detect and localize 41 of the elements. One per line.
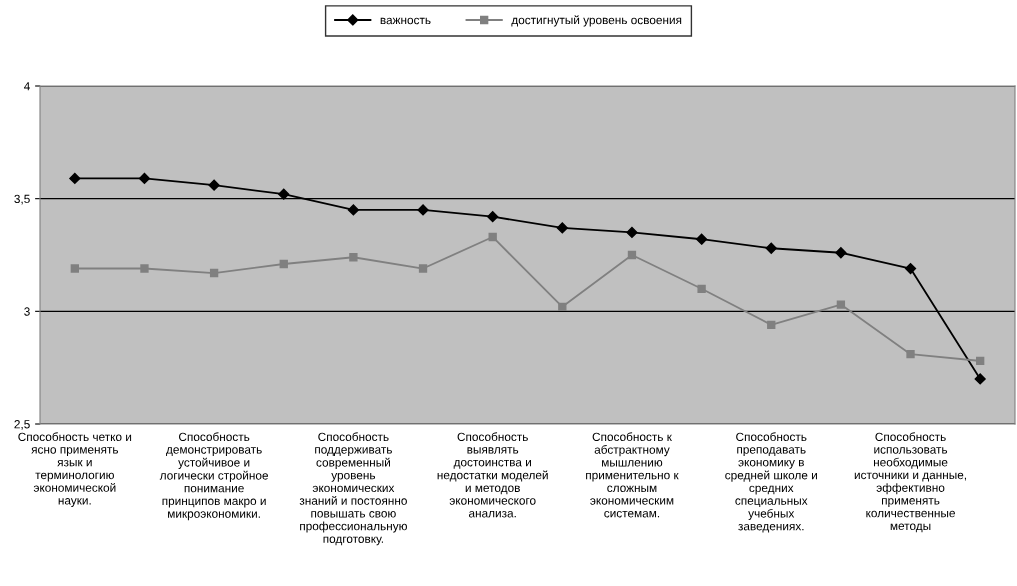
legend-label: важность — [380, 17, 431, 25]
point — [209, 268, 219, 278]
point — [208, 179, 220, 191]
point — [488, 232, 497, 242]
x-tick-label: Способность преподавать экономику в средней школе и средних специальных учебных заведениях. — [725, 432, 817, 533]
y-tick-label: 4 — [23, 82, 30, 91]
x-tick-label: Способность выявлять достоинства и недостатки моделей и методов экономического анализа. — [437, 432, 548, 518]
point — [765, 242, 777, 254]
point — [278, 188, 290, 200]
x-tick-label: Способность к абстрактному мышлению применительно к сложным экономическим системам. — [586, 432, 679, 518]
point — [138, 172, 151, 184]
point — [626, 226, 638, 239]
y-tick-label: 3 — [24, 307, 30, 316]
point — [976, 356, 985, 366]
category-label: Способность поддерживать современный уровень экономических знаний и постоянно повышать свою профессиональную подготовку. — [299, 432, 407, 546]
x-tick-label: Способность четко и ясно применять язык и терминологию экономической науки. — [18, 432, 132, 507]
y-tick-label: 3,5 — [14, 194, 30, 205]
point — [974, 373, 986, 385]
point — [627, 250, 637, 260]
point — [140, 264, 149, 273]
y-tick-label: 2,5 — [14, 420, 30, 430]
point — [835, 247, 847, 259]
point — [69, 172, 81, 184]
point — [417, 204, 429, 216]
point — [418, 264, 428, 273]
point — [556, 222, 568, 234]
point — [70, 264, 79, 273]
point — [349, 253, 358, 262]
point — [558, 302, 567, 311]
point — [696, 233, 708, 245]
point — [767, 320, 776, 330]
point — [906, 349, 915, 359]
point — [347, 204, 359, 216]
x-tick-label: Способность использовать необходимые источники и данные, эффективно применять количественные методы — [854, 432, 967, 533]
point — [487, 211, 499, 223]
point — [904, 262, 917, 275]
point — [836, 300, 846, 309]
x-tick-label: Способность демонстрировать устойчивое и логически стройное понимание принципов макро и микроэкономики. — [159, 432, 268, 521]
legend-label: достигнутый уровень освоения — [511, 15, 682, 27]
point — [697, 284, 706, 293]
point — [279, 259, 288, 269]
